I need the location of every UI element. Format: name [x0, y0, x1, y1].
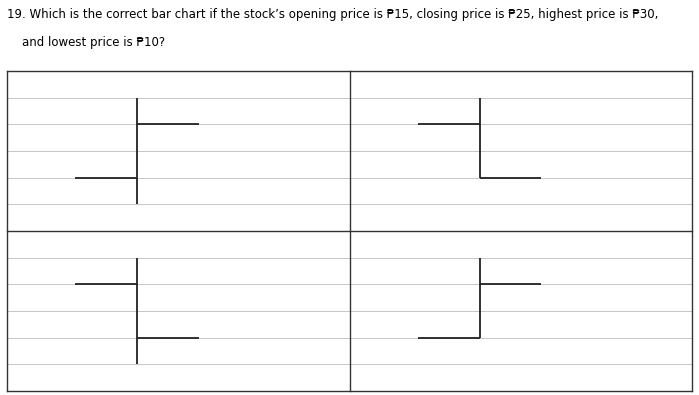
Text: and lowest price is ₱10?: and lowest price is ₱10?: [7, 36, 165, 49]
Text: 19. Which is the correct bar chart if the stock’s opening price is ₱15, closing : 19. Which is the correct bar chart if th…: [7, 8, 658, 21]
Text: a.: a.: [10, 237, 23, 252]
Text: b.: b.: [353, 237, 366, 252]
